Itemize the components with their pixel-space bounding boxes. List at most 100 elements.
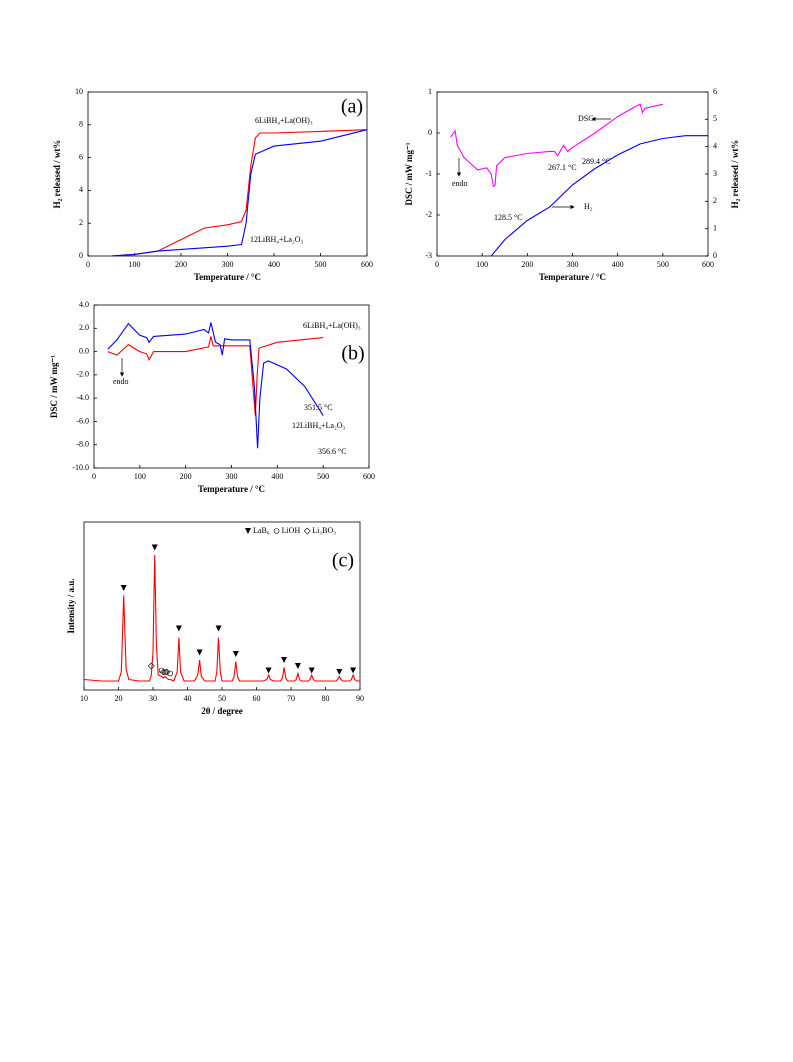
series-label: H₂ — [584, 202, 593, 211]
y-tick-label: -2.0 — [76, 370, 89, 379]
x-tick-label: 500 — [657, 260, 669, 269]
x-tick-label: 200 — [521, 260, 533, 269]
series-label: DSC — [578, 114, 594, 123]
x-tick-label: 400 — [271, 472, 283, 481]
y-tick-label: 0.0 — [79, 346, 89, 355]
panel-label: (b) — [341, 343, 364, 365]
y-tick-label: -4.0 — [76, 393, 89, 402]
x-tick-label: 40 — [184, 694, 192, 703]
x-tick-label: 500 — [317, 472, 329, 481]
data-line — [490, 135, 708, 257]
x-tick-label: 300 — [222, 260, 234, 269]
annotation: endo — [452, 179, 468, 188]
y-tick-label: 0 — [428, 128, 432, 137]
annotation: 128.5 °C — [494, 213, 523, 222]
marker-triangle — [336, 669, 343, 675]
x-tick-label: 200 — [180, 472, 192, 481]
x-tick-label: 20 — [115, 694, 123, 703]
y-tick-label: -2 — [425, 210, 432, 219]
plot-frame — [87, 91, 368, 257]
marker-triangle — [232, 651, 239, 657]
y-axis-label: H₂ released / wt% — [52, 140, 62, 209]
y-tick-label: -10.0 — [72, 463, 89, 472]
x-tick-label: 100 — [476, 260, 488, 269]
marker-triangle — [308, 667, 315, 674]
y-tick-label: 2 — [79, 218, 83, 227]
data-line — [450, 103, 663, 188]
x-tick-label: 100 — [129, 260, 141, 269]
marker-triangle — [350, 667, 357, 674]
x-tick-label: 400 — [268, 260, 280, 269]
series-label: 6LiBH₄+La(OH)₃ — [255, 116, 313, 125]
data-line — [107, 322, 324, 449]
legend-symbol — [303, 527, 311, 535]
y2-tick-label: 1 — [713, 223, 717, 232]
y-tick-label: 0 — [79, 251, 83, 260]
y2-tick-label: 2 — [713, 196, 717, 205]
y-tick-label: 4 — [79, 185, 83, 194]
x-tick-label: 30 — [149, 694, 157, 703]
marker-circle — [167, 670, 174, 677]
data-line — [111, 129, 368, 257]
plot-frame — [436, 91, 709, 257]
x-tick-label: 100 — [134, 472, 146, 481]
x-tick-label: 200 — [175, 260, 187, 269]
data-line — [107, 336, 324, 416]
marker-triangle — [215, 625, 222, 632]
marker-triangle — [294, 663, 301, 669]
x-axis-label: 2θ / degree — [201, 706, 243, 716]
legend-label: LaB₆ — [253, 526, 270, 535]
x-tick-label: 400 — [612, 260, 624, 269]
marker-triangle — [120, 585, 127, 591]
x-axis-label: Temperature / °C — [539, 272, 606, 282]
y-tick-label: 6 — [79, 152, 83, 161]
x-tick-label: 90 — [356, 694, 364, 703]
y-tick-label: 8 — [79, 120, 83, 129]
x-tick-label: 300 — [226, 472, 238, 481]
marker-triangle — [196, 649, 203, 656]
y2-tick-label: 5 — [713, 114, 717, 123]
x-tick-label: 0 — [92, 472, 96, 481]
legend-label: Li₃BO₃ — [312, 526, 336, 535]
x-tick-label: 60 — [253, 694, 261, 703]
x-axis-label: Temperature / °C — [194, 272, 261, 282]
legend-label: LiOH — [282, 526, 301, 535]
annotation: 267.1 °C — [548, 163, 577, 172]
x-tick-label: 600 — [702, 260, 714, 269]
marker-triangle — [281, 657, 288, 663]
x-tick-label: 0 — [435, 260, 439, 269]
x-tick-label: 50 — [218, 694, 226, 703]
annotation: 356.6 °C — [318, 447, 347, 456]
x-tick-label: 600 — [361, 260, 373, 269]
y2-axis-label: H₂ released / wt% — [730, 140, 740, 209]
x-tick-label: 300 — [567, 260, 579, 269]
series-label: 12LiBH₄+La₂O₃ — [250, 235, 304, 244]
legend-symbol — [273, 528, 280, 534]
x-axis-label: Temperature / °C — [198, 484, 265, 494]
marker-diamond — [147, 662, 155, 670]
x-tick-label: 600 — [363, 472, 375, 481]
x-tick-label: 70 — [287, 694, 295, 703]
y-axis-label: DSC / mW mg⁻¹ — [404, 142, 414, 205]
y2-tick-label: 0 — [713, 251, 717, 260]
plot-frame — [83, 521, 361, 691]
annotation: endo — [113, 377, 129, 386]
annotation: 289.4 °C — [582, 157, 611, 166]
y-tick-label: -6.0 — [76, 416, 89, 425]
y2-tick-label: 3 — [713, 169, 717, 178]
panel-label: (a) — [341, 96, 363, 118]
y-axis-label: DSC / mW mg⁻¹ — [49, 355, 59, 418]
annotation: 351.5 °C — [304, 403, 333, 412]
data-line — [111, 129, 368, 257]
legend-symbol — [245, 528, 251, 534]
y-tick-label: -8.0 — [76, 440, 89, 449]
x-tick-label: 80 — [322, 694, 330, 703]
y-tick-label: -3 — [425, 251, 432, 260]
marker-triangle — [265, 667, 272, 674]
data-line — [83, 554, 360, 682]
panel-label: (c) — [332, 550, 354, 572]
marker-diamond — [163, 668, 171, 676]
series-label: 12LiBH₄+La₂O₃ — [292, 421, 346, 430]
